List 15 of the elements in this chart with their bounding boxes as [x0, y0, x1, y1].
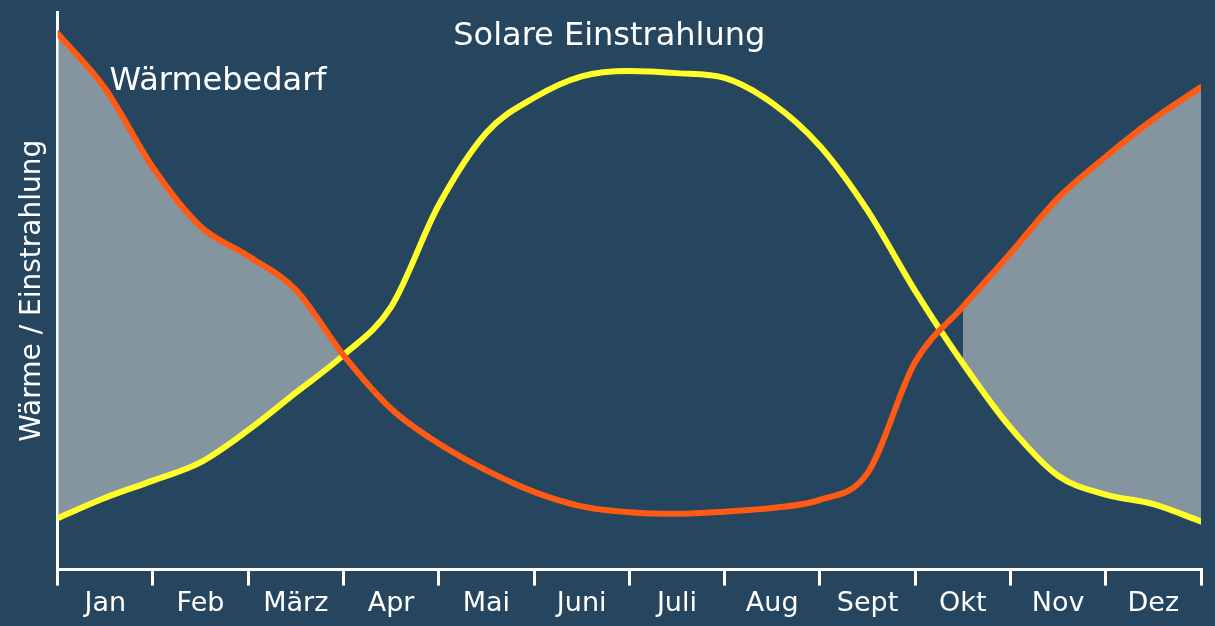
x-tick-label: Sept: [836, 585, 899, 617]
x-tick-label: Feb: [176, 585, 225, 617]
x-tick-label: Juli: [654, 585, 697, 617]
x-tick-label: Nov: [1031, 585, 1085, 617]
x-tick-label: März: [263, 585, 329, 617]
x-tick-label: Aug: [745, 585, 799, 617]
series-label: Wärmebedarf: [109, 59, 328, 98]
x-tick-label: Jan: [82, 585, 127, 617]
y-axis-title: Wärme / Einstrahlung: [14, 139, 48, 442]
x-tick-label: Dez: [1127, 585, 1180, 617]
x-tick-label: Mai: [462, 585, 511, 617]
x-tick-label: Apr: [367, 585, 416, 617]
x-tick-label: Okt: [939, 585, 987, 617]
x-tick-label: Juni: [554, 585, 607, 617]
series-label: Solare Einstrahlung: [453, 15, 766, 54]
